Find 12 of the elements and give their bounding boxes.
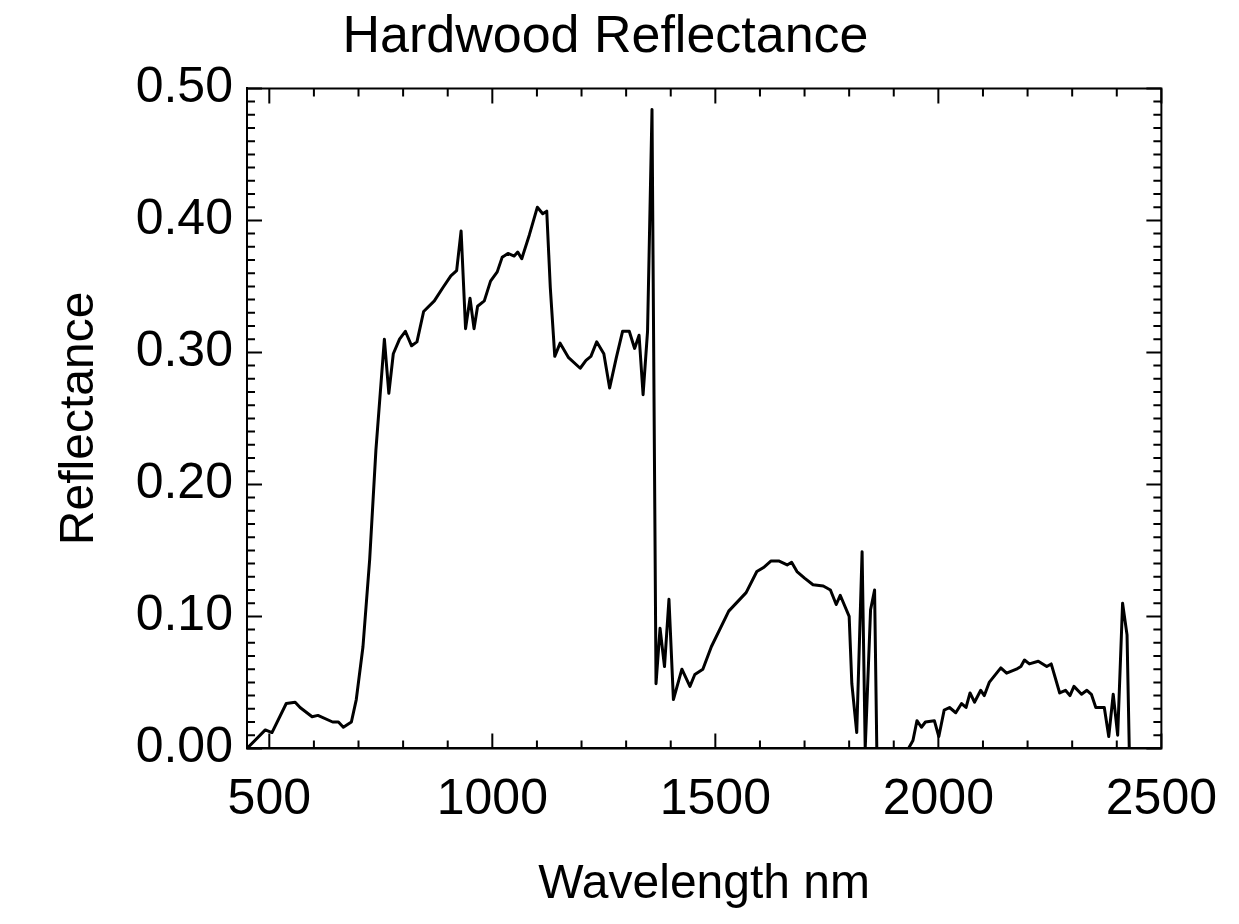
y-tick-label: 0.10 <box>135 585 233 642</box>
y-tick-label: 0.50 <box>135 57 233 114</box>
y-tick-label: 0.30 <box>135 321 233 378</box>
x-axis-title: Wavelength nm <box>538 855 871 909</box>
x-tick-label: 1000 <box>436 769 548 826</box>
chart-title: Hardwood Reflectance <box>342 4 869 63</box>
y-axis-title: Reflectance <box>50 291 104 546</box>
y-tick-label: 0.40 <box>135 189 233 246</box>
x-tick-label: 1500 <box>659 769 771 826</box>
y-tick-label: 0.20 <box>135 453 233 510</box>
x-tick-label: 2500 <box>1105 769 1217 826</box>
x-tick-label: 2000 <box>882 769 994 826</box>
